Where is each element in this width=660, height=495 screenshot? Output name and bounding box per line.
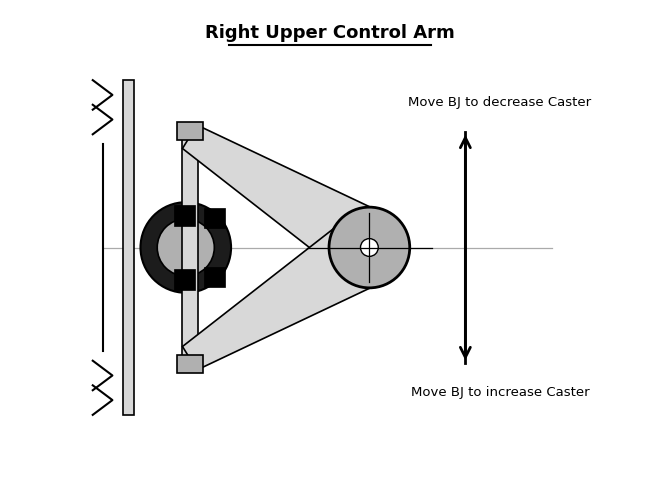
Polygon shape — [182, 216, 389, 370]
Text: Move BJ to increase Caster: Move BJ to increase Caster — [411, 386, 589, 399]
Circle shape — [141, 202, 231, 293]
Bar — [174, 205, 195, 226]
Bar — [177, 355, 203, 373]
Bar — [177, 122, 203, 140]
Bar — [182, 129, 197, 366]
Circle shape — [360, 239, 378, 256]
Text: Right Upper Control Arm: Right Upper Control Arm — [205, 24, 455, 43]
Circle shape — [157, 219, 214, 276]
Polygon shape — [182, 125, 389, 279]
Bar — [204, 267, 224, 288]
Bar — [204, 207, 224, 228]
Bar — [123, 80, 133, 415]
Text: Move BJ to decrease Caster: Move BJ to decrease Caster — [409, 96, 591, 109]
Circle shape — [329, 207, 410, 288]
Bar — [174, 269, 195, 290]
